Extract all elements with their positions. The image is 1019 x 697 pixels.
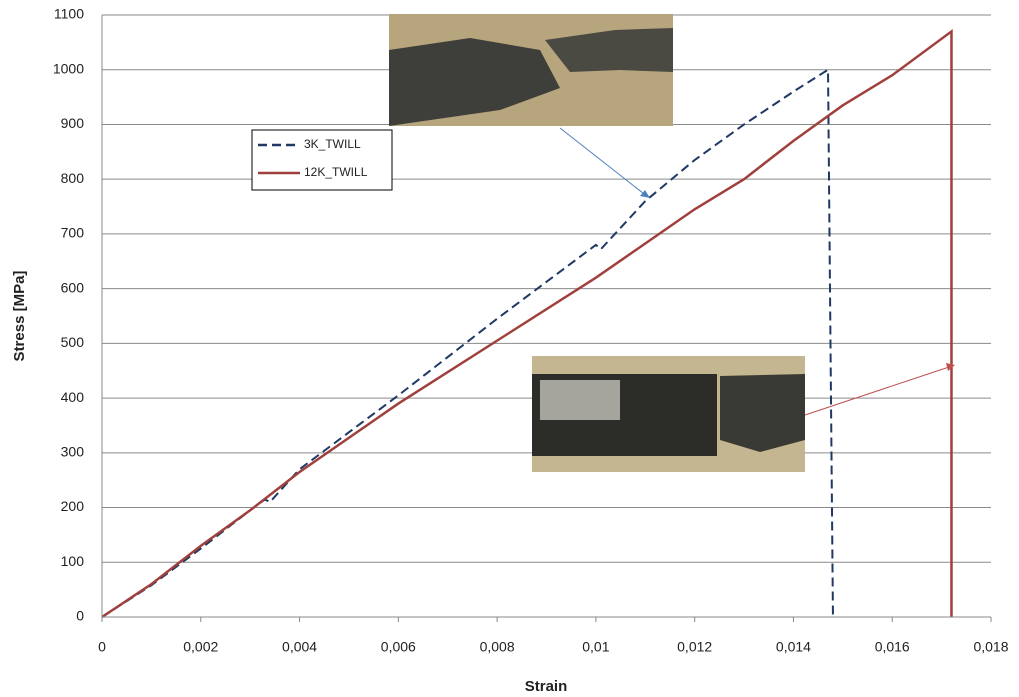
y-tick-label: 1100	[54, 6, 84, 22]
y-tick-label: 1000	[53, 60, 84, 76]
x-tick-label: 0,01	[582, 639, 609, 655]
y-tick-label: 200	[61, 498, 85, 514]
y-axis-title: Stress [MPa]	[11, 271, 28, 362]
y-tick-label: 600	[61, 279, 85, 295]
x-tick-label: 0,002	[183, 639, 218, 655]
legend-label: 3K_TWILL	[304, 137, 361, 151]
y-tick-label: 100	[61, 553, 85, 569]
x-tick-label: 0,006	[381, 639, 416, 655]
x-tick-label: 0,004	[282, 639, 317, 655]
chart: 3K_TWILL 12K_TWILL Strain Stress [MPa] 0 1…	[0, 0, 1019, 697]
y-tick-label: 800	[61, 170, 85, 186]
x-tick-label: 0,018	[973, 639, 1008, 655]
y-tick-label: 500	[61, 334, 85, 350]
x-tick-label: 0	[98, 639, 106, 655]
photo-bottom	[532, 356, 805, 472]
legend: 3K_TWILL 12K_TWILL	[252, 130, 392, 190]
photo-top	[389, 14, 673, 126]
y-tick-label: 300	[61, 444, 85, 460]
y-tick-label: 400	[61, 389, 85, 405]
x-tick-label: 0,014	[776, 639, 811, 655]
x-tick-label: 0,012	[677, 639, 712, 655]
photo-specimen	[720, 374, 805, 452]
x-axis-title: Strain	[525, 678, 568, 695]
legend-label: 12K_TWILL	[304, 165, 368, 179]
y-tick-label: 700	[61, 225, 85, 241]
x-tick-label: 0,016	[875, 639, 910, 655]
x-tick-label: 0,008	[480, 639, 515, 655]
y-tick-label: 900	[61, 115, 85, 131]
y-tick-label: 0	[76, 608, 84, 624]
photo-highlight	[540, 380, 620, 420]
